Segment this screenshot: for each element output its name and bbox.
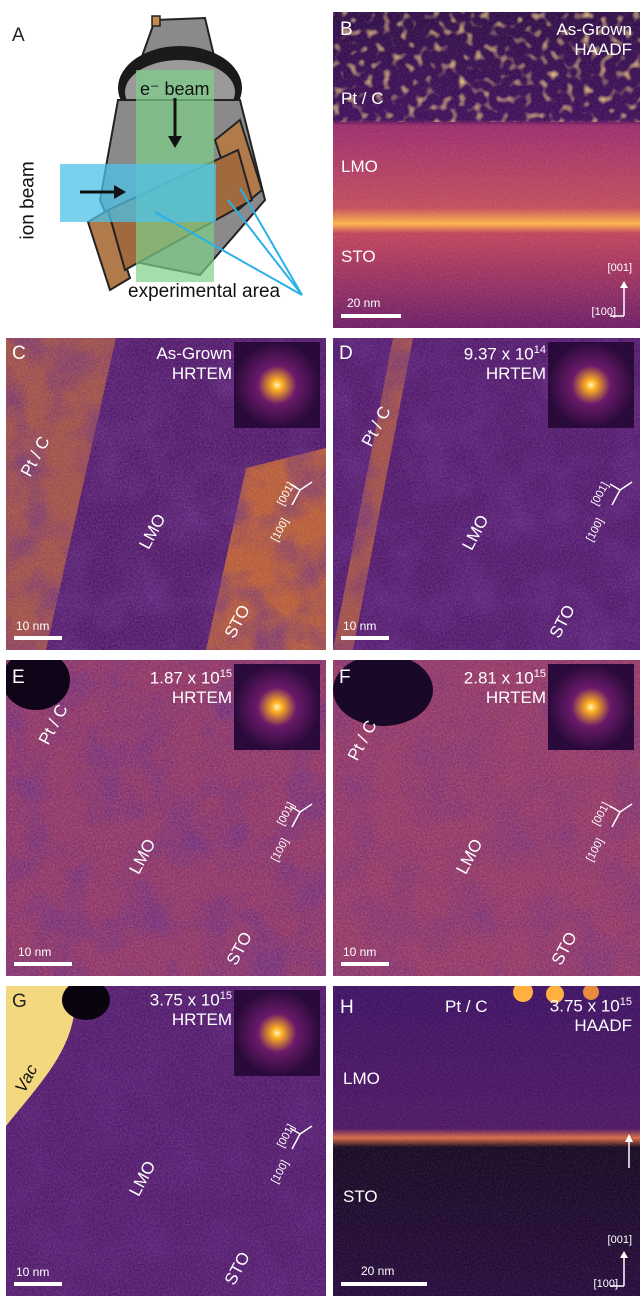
dose-exponent: 15 [219,990,232,1002]
dose-exponent: 15 [219,668,232,680]
haadf-image [333,986,640,1296]
fft-inset [234,990,320,1076]
panel-d-hrtem-dose-937e14: D 9.37 x 1014 HRTEM Pt / C LMO STO 10 nm… [333,338,640,650]
panel-letter: A [12,25,25,46]
hrtem-image [333,660,640,976]
dose-label: 1.87 x 1015 HRTEM [150,668,232,708]
dose-label: 3.75 x 1015 HRTEM [150,990,232,1030]
e-beam-label: e⁻ beam [140,79,210,99]
scale-bar-label: 10 nm [343,619,377,633]
panel-letter: G [12,991,27,1012]
dose-label: 2.81 x 1015 HRTEM [464,668,546,708]
scale-bar [14,1282,62,1286]
scale-bar-label: 10 nm [16,619,50,633]
axis-001-label: [001] [607,262,632,274]
axis-001-label: [001] [607,1234,632,1246]
fft-inset [234,342,320,428]
scale-bar [14,636,62,640]
dose-mantissa: 3.75 x 10 [549,996,620,1016]
condition-label: As-Grown HAADF [556,20,632,59]
panel-a-schematic: A e⁻ beam ion beam experimental area [0,0,326,330]
scale-bar-label: 20 nm [347,296,381,310]
panel-e-hrtem-dose-187e15: E 1.87 x 1015 HRTEM Pt / C LMO STO 10 nm… [6,660,326,976]
dose-mantissa: 2.81 x 10 [463,668,534,688]
panel-h-haadf-dose-375e15: H Pt / C 3.75 x 1015 HAADF LMO STO 20 nm… [333,986,640,1296]
mode-text: HRTEM [485,364,546,384]
scale-bar-label: 10 nm [343,945,377,959]
panel-letter: C [12,343,26,364]
dose-exponent: 15 [533,668,546,680]
axis-100-label: [100] [591,306,616,318]
mode-text: HAADF [574,1016,632,1036]
panel-b-haadf-as-grown: B As-Grown HAADF Pt / C LMO STO 20 nm [0… [333,12,640,328]
dose-mantissa: 9.37 x 10 [463,344,534,364]
dose-exponent: 14 [533,344,546,356]
haadf-image [333,12,640,328]
scale-bar-label: 10 nm [18,945,52,959]
scale-bar-label: 10 nm [16,1265,50,1279]
scale-bar [341,1282,427,1286]
panel-c-hrtem-as-grown: C As-Grown HRTEM Pt / C LMO STO 10 nm [0… [6,338,326,650]
fft-inset [548,342,634,428]
mode-text: HRTEM [485,688,546,708]
dose-mantissa: 3.75 x 10 [149,990,220,1010]
interface-arrow-icon [625,1134,633,1168]
axis-100-label: [100] [593,1278,618,1290]
dose-label: 9.37 x 1014 HRTEM [464,344,546,384]
fft-inset [234,664,320,750]
crystal-axes-icon [610,1251,628,1287]
panel-g-hrtem-dose-375e15: G 3.75 x 1015 HRTEM Vac LMO STO 10 nm [0… [6,986,326,1296]
layer-lmo: LMO [343,1069,380,1088]
panel-letter: E [12,667,25,688]
layer-sto: STO [341,247,376,266]
layer-lmo: LMO [341,157,378,176]
scale-bar [341,962,389,966]
panel-letter: F [339,667,351,688]
panel-f-hrtem-dose-281e15: F 2.81 x 1015 HRTEM Pt / C LMO STO 10 nm… [333,660,640,976]
mode-text: HRTEM [171,688,232,708]
crystal-axes-icon [610,281,628,317]
mode-text: HAADF [574,39,632,59]
dose-exponent: 15 [619,996,632,1008]
layer-sto: STO [343,1187,378,1206]
scale-bar [14,962,72,966]
mode-text: HRTEM [171,1010,232,1030]
layer-pt-c: Pt / C [341,89,384,108]
ion-beam-label: ion beam [17,161,39,240]
experimental-area-label: experimental area [128,281,281,302]
panel-letter: D [339,343,353,364]
condition-label: As-Grown HRTEM [156,344,232,383]
panel-letter: H [340,997,354,1018]
mode-text: HRTEM [171,363,232,383]
scale-bar-label: 20 nm [361,1264,395,1278]
scale-bar [341,636,389,640]
condition-text: As-Grown [156,344,232,363]
fft-inset [548,664,634,750]
fib-schematic-illustration [60,15,303,296]
scale-bar [341,314,401,318]
layer-pt-c: Pt / C [445,997,488,1016]
dose-mantissa: 1.87 x 10 [149,668,220,688]
dose-label: 3.75 x 1015 HAADF [550,996,632,1036]
condition-text: As-Grown [556,20,632,39]
panel-letter: B [340,19,353,40]
